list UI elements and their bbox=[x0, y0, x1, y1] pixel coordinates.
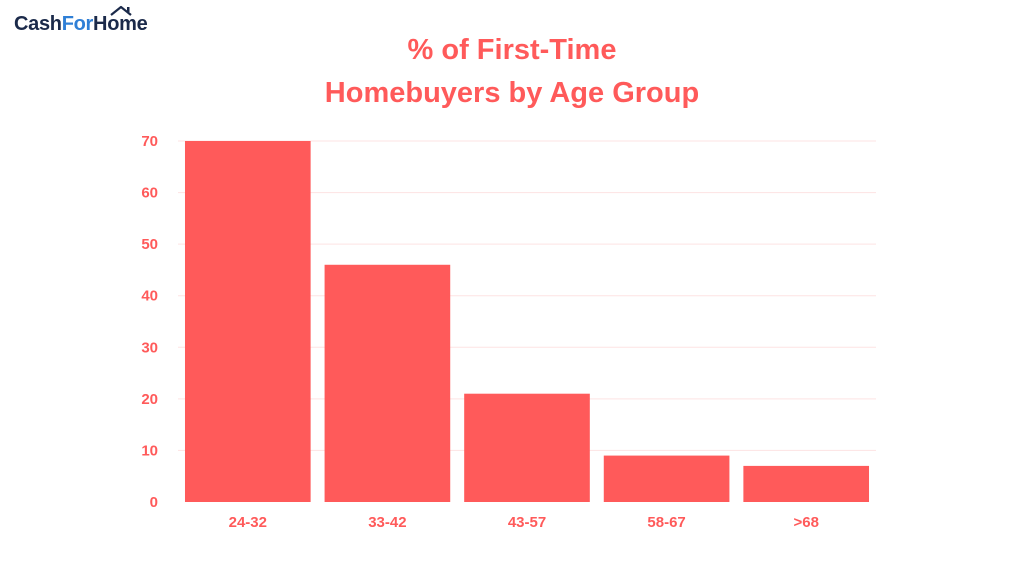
y-tick-label: 30 bbox=[141, 339, 158, 356]
y-tick-label: 0 bbox=[150, 494, 158, 511]
x-tick-label: 58-67 bbox=[647, 514, 685, 531]
bar-2 bbox=[464, 393, 590, 502]
bar-3 bbox=[603, 455, 730, 502]
cashforhome-logo: Cash For Home bbox=[14, 5, 148, 36]
x-tick-label: 24-32 bbox=[229, 514, 267, 531]
x-tick-label: 33-42 bbox=[368, 514, 406, 531]
y-tick-label: 60 bbox=[141, 185, 158, 202]
chart-title-line-1: % of First-Time bbox=[407, 34, 617, 66]
bar-4 bbox=[743, 465, 870, 502]
logo-text-for: For bbox=[61, 13, 94, 35]
bar-0 bbox=[184, 141, 311, 502]
logo-text-home-label: Home bbox=[93, 13, 148, 35]
x-tick-label: >68 bbox=[793, 514, 818, 531]
y-tick-label: 70 bbox=[141, 133, 158, 150]
y-tick-label: 50 bbox=[141, 236, 158, 253]
bar-1 bbox=[324, 264, 451, 502]
chart-title-line-2: Homebuyers by Age Group bbox=[324, 77, 700, 109]
y-tick-label: 20 bbox=[141, 391, 158, 408]
house-roof-icon bbox=[110, 5, 132, 16]
logo-text-cash: Cash bbox=[14, 13, 62, 35]
y-tick-label: 10 bbox=[141, 442, 158, 459]
logo-text-home: Home bbox=[93, 5, 148, 36]
x-tick-label: 43-57 bbox=[508, 514, 546, 531]
y-tick-label: 40 bbox=[141, 288, 158, 305]
